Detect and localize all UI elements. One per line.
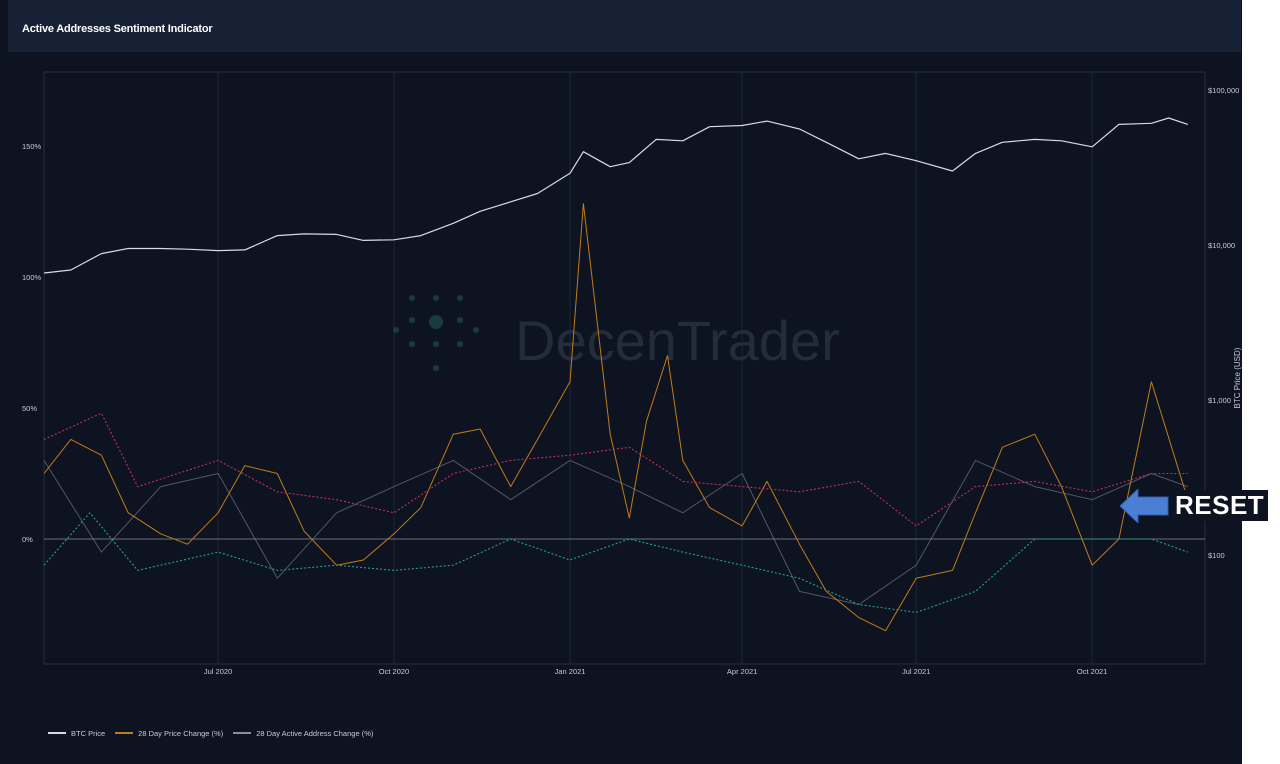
legend-item[interactable]: 28 Day Price Change (%) xyxy=(115,729,223,738)
series-btc-price xyxy=(43,117,1188,274)
y-left-tick-label: 100% xyxy=(22,273,42,282)
watermark-dot xyxy=(393,327,399,333)
watermark-text: DecenTrader xyxy=(515,309,840,372)
y-left-tick-label: 50% xyxy=(22,404,37,413)
y-right-tick-label: $10,000 xyxy=(1208,241,1235,250)
watermark-dot xyxy=(433,341,439,347)
watermark-dot xyxy=(433,295,439,301)
watermark-dot xyxy=(409,341,415,347)
plot-area xyxy=(43,71,1206,665)
page-margin xyxy=(1242,0,1280,764)
watermark-dot xyxy=(473,327,479,333)
legend-label: BTC Price xyxy=(71,728,106,738)
legend-swatch xyxy=(233,732,252,734)
y-right-tick-label: $100 xyxy=(1208,551,1225,560)
panel-header xyxy=(8,0,1241,52)
reset-arrow-icon xyxy=(1120,489,1169,523)
legend-swatch xyxy=(115,732,134,734)
legend-item[interactable]: BTC Price xyxy=(48,729,105,738)
x-tick-label: Jan 2021 xyxy=(555,667,586,676)
series-28-day-price-change xyxy=(43,203,1189,632)
legend-label: 28 Day Price Change (%) xyxy=(138,728,224,738)
y-left-tick-label: 0% xyxy=(22,535,33,544)
y-left-tick-label: 150% xyxy=(22,142,42,151)
chart-legend[interactable]: BTC Price 28 Day Price Change (%) 28 Day A… xyxy=(48,726,373,740)
x-tick-label: Oct 2021 xyxy=(1077,667,1107,676)
chart-panel xyxy=(8,0,1241,764)
series-28-day-price-change-ma xyxy=(43,412,1188,527)
watermark-dot xyxy=(457,317,463,323)
series-28-day-active-address-change xyxy=(43,459,1188,605)
y-right-axis-label: BTC Price (USD) xyxy=(1233,347,1242,408)
reset-annotation: RESET xyxy=(1175,490,1269,521)
y-right-tick-label: $1,000 xyxy=(1208,396,1231,405)
watermark-dot xyxy=(429,315,443,329)
chart-title: Active Addresses Sentiment Indicator xyxy=(22,23,213,35)
watermark-dot xyxy=(457,295,463,301)
series-28-day-active-address-change-ma xyxy=(43,512,1188,613)
y-right-tick-label: $100,000 xyxy=(1208,86,1239,95)
legend-label: 28 Day Active Address Change (%) xyxy=(256,728,374,738)
legend-item[interactable]: 28 Day Active Address Change (%) xyxy=(233,729,373,738)
x-tick-label: Jul 2020 xyxy=(204,667,232,676)
watermark-dot xyxy=(457,341,463,347)
watermark-dot xyxy=(409,317,415,323)
x-tick-label: Jul 2021 xyxy=(902,667,930,676)
x-tick-label: Oct 2020 xyxy=(379,667,409,676)
legend-swatch xyxy=(48,732,66,734)
watermark-dot xyxy=(433,365,439,371)
x-tick-label: Apr 2021 xyxy=(727,667,757,676)
watermark-dot xyxy=(409,295,415,301)
